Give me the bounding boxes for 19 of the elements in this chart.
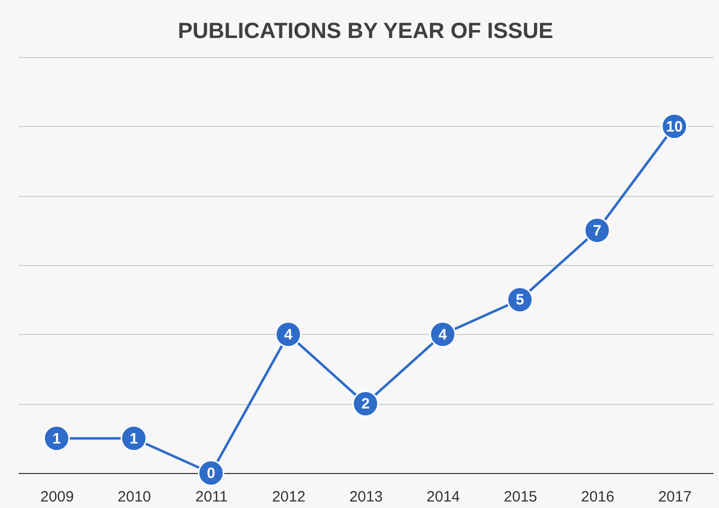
data-label: 2 — [361, 396, 370, 413]
x-tick-label: 2012 — [272, 488, 306, 506]
chart-title: PUBLICATIONS BY YEAR OF ISSUE — [178, 18, 554, 43]
data-label: 4 — [438, 326, 448, 344]
x-tick-label: 2010 — [118, 488, 152, 506]
x-tick-label: 2017 — [658, 488, 692, 506]
x-tick-label: 2009 — [40, 488, 74, 506]
x-tick-label: 2014 — [426, 488, 460, 506]
x-tick-label: 2013 — [349, 488, 383, 506]
data-label: 4 — [284, 326, 294, 344]
data-label: 1 — [130, 430, 138, 448]
data-label: 0 — [206, 465, 216, 482]
data-label: 10 — [666, 118, 683, 136]
x-tick-label: 2016 — [580, 488, 614, 506]
data-label: 5 — [516, 292, 524, 309]
data-label: 1 — [52, 430, 61, 448]
x-tick-label: 2015 — [504, 488, 538, 506]
x-tick-label: 2011 — [195, 488, 228, 506]
data-label: 7 — [592, 222, 602, 240]
